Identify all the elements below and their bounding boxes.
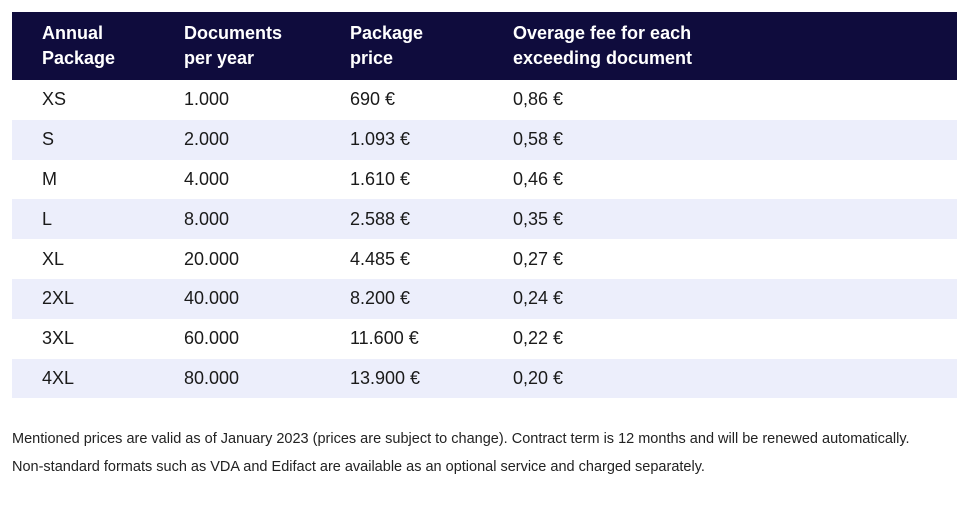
header-text-line: exceeding document [513,48,693,68]
table-row: L 8.000 2.588 € 0,35 € [12,199,957,240]
cell-price: 2.588 € [350,208,411,229]
cell-package: XL [42,248,65,269]
cell-overage-fee: 0,86 € [513,89,564,110]
table-header: Annual Package Documents per year Packag… [12,12,957,80]
header-row: Annual Package Documents per year Packag… [12,12,957,80]
cell-package: M [42,168,57,189]
header-text-line: Overage fee for each [513,23,692,43]
table-row: 3XL 60.000 11.600 € 0,22 € [12,319,957,359]
header-overage-fee: Overage fee for each exceeding document [513,12,957,80]
pricing-table: Annual Package Documents per year Packag… [12,12,957,399]
table-row: XS 1.000 690 € 0,86 € [12,80,957,120]
cell-overage-fee: 0,27 € [513,248,564,269]
table-row: XL 20.000 4.485 € 0,27 € [12,239,957,279]
cell-overage-fee: 0,46 € [513,168,564,189]
cell-package: XS [42,89,67,110]
header-annual-package: Annual Package [12,12,184,80]
cell-package: 4XL [42,367,75,388]
note-price-validity: Mentioned prices are valid as of January… [12,431,910,447]
cell-documents: 60.000 [184,328,240,349]
header-text-line: Documents [184,23,283,43]
pricing-table-container: Annual Package Documents per year Packag… [12,12,957,399]
cell-package: 2XL [42,288,75,309]
cell-package: 3XL [42,328,75,349]
header-package-price: Package price [350,12,513,80]
table-row: S 2.000 1.093 € 0,58 € [12,119,957,160]
cell-overage-fee: 0,22 € [513,328,564,349]
footnotes: Mentioned prices are valid as of January… [12,428,912,484]
cell-price: 8.200 € [350,288,411,309]
cell-documents: 80.000 [184,367,240,388]
cell-price: 4.485 € [350,248,411,269]
cell-price: 11.600 € [350,328,419,349]
table-row: 2XL 40.000 8.200 € 0,24 € [12,278,957,319]
header-text-line: Package [42,48,116,68]
header-text-line: per year [184,48,255,68]
cell-documents: 4.000 [184,168,230,189]
cell-documents: 20.000 [184,248,240,269]
cell-overage-fee: 0,58 € [513,129,564,150]
table-row: M 4.000 1.610 € 0,46 € [12,160,957,200]
cell-documents: 1.000 [184,89,230,110]
cell-price: 690 € [350,89,396,110]
cell-price: 1.610 € [350,168,411,189]
cell-documents: 40.000 [184,288,240,309]
table-row: 4XL 80.000 13.900 € 0,20 € [12,358,957,399]
header-documents-per-year: Documents per year [184,12,350,80]
header-text-line: price [350,48,394,68]
cell-price: 1.093 € [350,129,411,150]
cell-price: 13.900 € [350,367,421,388]
cell-documents: 8.000 [184,208,230,229]
cell-documents: 2.000 [184,129,230,150]
cell-package: S [42,129,55,150]
note-non-standard-formats: Non-standard formats such as VDA and Edi… [12,459,705,475]
cell-overage-fee: 0,20 € [513,367,564,388]
header-text-line: Package [350,23,424,43]
table-body: XS 1.000 690 € 0,86 € S 2.000 1.093 € 0,… [12,80,957,399]
header-text-line: Annual [42,23,103,43]
cell-package: L [42,208,53,229]
cell-overage-fee: 0,35 € [513,208,564,229]
cell-overage-fee: 0,24 € [513,288,564,309]
